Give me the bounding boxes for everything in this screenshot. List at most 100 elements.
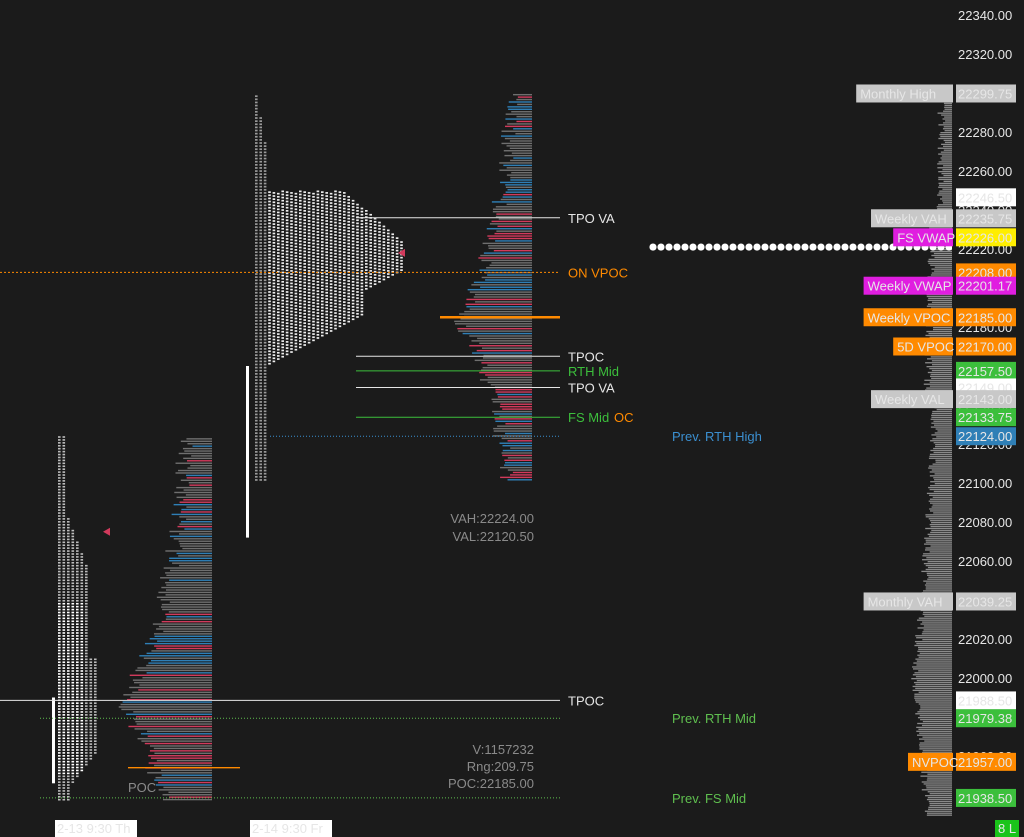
composite-volume-bar: [931, 506, 952, 508]
composite-volume-bar: [919, 744, 952, 746]
s2-tpo-cell: [299, 315, 302, 317]
s1-tpo-cell: [80, 576, 84, 579]
s2-tpo-cell: [259, 441, 262, 444]
s2-tpo-cell: [285, 297, 289, 300]
composite-volume-bar: [922, 559, 952, 561]
s1-tpo-cell: [67, 690, 70, 693]
reference-label-rth-mid: RTH Mid: [568, 364, 619, 379]
s2-tpo-cell: [263, 344, 267, 347]
s2-volume-bar: [499, 169, 532, 171]
s2-tpo-cell: [255, 332, 258, 335]
s2-tpo-cell: [303, 278, 306, 281]
stats-bottom-2: POC:22185.00: [448, 776, 534, 791]
s1-tpo-cell: [89, 757, 93, 760]
s2-tpo-cell: [391, 249, 394, 251]
s2-tpo-cell: [312, 305, 315, 307]
s2-tpo-cell: [343, 220, 346, 222]
s2-tpo-cell: [259, 447, 262, 450]
s2-tpo-cell: [395, 249, 399, 252]
s1-tpo-cell: [80, 611, 84, 614]
s1-tpo-cell: [62, 477, 66, 479]
s2-tpo-cell: [259, 220, 262, 222]
s1-volume-bar: [140, 733, 212, 735]
s2-tpo-cell: [321, 253, 324, 256]
s1-tpo-cell: [80, 693, 84, 696]
s1-tpo-cell: [71, 778, 75, 781]
composite-volume-bar: [926, 366, 952, 368]
s2-tpo-cell: [303, 319, 306, 321]
s2-tpo-cell: [281, 240, 284, 243]
s2-tpo-cell: [255, 338, 258, 341]
s1-tpo-cell: [85, 719, 88, 722]
s1-tpo-cell: [85, 579, 88, 582]
s2-tpo-cell: [343, 210, 346, 213]
s1-volume-bar: [172, 562, 212, 564]
s1-tpo-cell: [85, 658, 88, 661]
s2-tpo-cell: [338, 203, 342, 206]
composite-volume-bar: [928, 262, 952, 264]
s2-volume-bar: [473, 296, 532, 298]
s2-tpo-cell: [272, 295, 276, 297]
s2-tpo-cell: [263, 469, 267, 472]
s1-volume-bar: [158, 591, 212, 594]
s2-tpo-cell: [347, 195, 350, 198]
s2-tpo-cell: [347, 211, 350, 214]
s1-tpo-cell: [94, 696, 97, 699]
s2-tpo-cell: [321, 297, 324, 300]
s1-tpo-cell: [58, 450, 61, 453]
s1-tpo-cell: [62, 684, 66, 687]
s2-tpo-cell: [356, 238, 359, 240]
s2-volume-bar: [492, 401, 532, 403]
s2-tpo-cell: [299, 327, 302, 330]
composite-volume-bar: [912, 668, 952, 670]
s2-tpo-cell: [290, 201, 293, 204]
s2-tpo-cell: [259, 323, 262, 325]
s2-tpo-cell: [290, 323, 293, 325]
s2-tpo-cell: [281, 243, 284, 246]
s2-tpo-cell: [316, 246, 320, 249]
composite-volume-bar: [941, 114, 952, 116]
s2-tpo-cell: [338, 263, 342, 265]
s1-volume-bar: [154, 779, 212, 781]
s1-tpo-cell: [62, 626, 66, 628]
s1-volume-bar: [176, 486, 212, 489]
composite-volume-bar: [923, 611, 952, 613]
s1-tpo-cell: [67, 561, 70, 564]
composite-volume-bar: [933, 328, 952, 331]
s2-tpo-cell: [285, 228, 289, 231]
s2-tpo-cell: [321, 278, 324, 281]
s2-tpo-cell: [290, 348, 293, 350]
s1-tpo-cell: [67, 702, 70, 704]
price-tag-value-box: [956, 408, 1016, 427]
s2-tpo-cell: [325, 223, 328, 225]
s2-tpo-cell: [263, 260, 267, 263]
s2-tpo-cell: [281, 196, 284, 199]
s2-tpo-cell: [263, 210, 267, 213]
s2-tpo-cell: [268, 191, 271, 193]
s2-tpo-cell: [259, 145, 262, 147]
s1-tpo-cell: [85, 632, 88, 634]
s1-volume-bar: [142, 677, 212, 679]
s2-tpo-cell: [347, 267, 350, 270]
s2-tpo-cell: [255, 316, 258, 319]
composite-volume-bar: [940, 198, 952, 200]
price-tag-value-box: [956, 788, 1016, 807]
s2-tpo-cell: [303, 312, 306, 315]
s2-tpo-cell: [329, 202, 333, 204]
s2-tpo-cell: [373, 230, 377, 232]
s2-tpo-cell: [307, 260, 311, 263]
s1-tpo-cell: [71, 547, 75, 549]
composite-volume-bar: [945, 120, 952, 122]
s1-tpo-cell: [71, 681, 75, 684]
price-tag-label: FS VWAP: [897, 230, 955, 245]
s2-volume-bar: [467, 288, 532, 291]
s1-tpo-cell: [62, 798, 66, 801]
s2-tpo-cell: [338, 225, 342, 228]
s2-tpo-cell: [316, 315, 320, 317]
s2-tpo-cell: [369, 235, 372, 238]
s2-tpo-cell: [277, 224, 280, 226]
s2-tpo-cell: [347, 302, 350, 304]
composite-volume-bar: [934, 473, 952, 475]
s1-tpo-cell: [71, 632, 75, 634]
